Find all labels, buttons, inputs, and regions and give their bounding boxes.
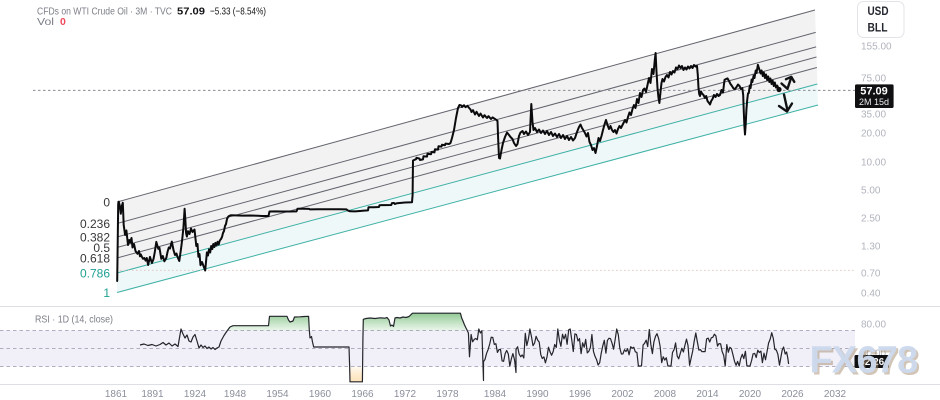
svg-text:32.26: 32.26 xyxy=(859,357,884,368)
svg-text:CFDs on WTI Crude Oil · 3M · T: CFDs on WTI Crude Oil · 3M · TVC xyxy=(37,7,172,18)
svg-text:0.382: 0.382 xyxy=(80,231,110,245)
svg-text:57.09: 57.09 xyxy=(177,6,205,18)
svg-text:10.00: 10.00 xyxy=(861,158,886,169)
svg-text:2020: 2020 xyxy=(739,389,762,400)
svg-text:BLL: BLL xyxy=(868,21,888,35)
svg-text:40.00: 40.00 xyxy=(861,349,886,360)
svg-text:1990: 1990 xyxy=(526,389,549,400)
svg-text:0.236: 0.236 xyxy=(80,217,110,231)
svg-text:155.00: 155.00 xyxy=(861,42,892,53)
svg-text:1960: 1960 xyxy=(309,389,332,400)
svg-text:0: 0 xyxy=(60,16,66,28)
svg-text:1978: 1978 xyxy=(436,389,459,400)
svg-text:0.40: 0.40 xyxy=(861,289,881,300)
svg-text:2M 15d: 2M 15d xyxy=(859,97,889,107)
svg-text:FX678: FX678 xyxy=(810,340,918,382)
svg-text:2032: 2032 xyxy=(824,389,847,400)
svg-text:35.00: 35.00 xyxy=(861,110,886,121)
svg-text:−5.33 (−8.54%): −5.33 (−8.54%) xyxy=(210,6,266,18)
svg-text:1891: 1891 xyxy=(141,389,164,400)
svg-text:1.30: 1.30 xyxy=(861,242,881,253)
svg-text:1966: 1966 xyxy=(351,389,374,400)
svg-text:1861: 1861 xyxy=(105,389,128,400)
svg-text:USD: USD xyxy=(868,4,889,18)
svg-text:2.50: 2.50 xyxy=(861,214,881,225)
svg-text:20.00: 20.00 xyxy=(861,129,886,140)
svg-text:1924: 1924 xyxy=(184,389,207,400)
svg-text:Vol: Vol xyxy=(37,17,54,28)
svg-text:75.00: 75.00 xyxy=(861,74,886,85)
svg-text:1972: 1972 xyxy=(394,389,417,400)
svg-text:2026: 2026 xyxy=(781,389,804,400)
svg-text:5.00: 5.00 xyxy=(861,186,881,197)
svg-text:0.786: 0.786 xyxy=(80,267,110,281)
svg-text:2002: 2002 xyxy=(611,389,634,400)
svg-text:0.618: 0.618 xyxy=(80,252,110,266)
svg-text:2008: 2008 xyxy=(654,389,677,400)
svg-text:57.09: 57.09 xyxy=(860,86,888,98)
svg-text:0.5: 0.5 xyxy=(93,241,110,255)
svg-text:FX678: FX678 xyxy=(812,342,920,384)
svg-text:0.70: 0.70 xyxy=(861,269,881,280)
svg-text:80.00: 80.00 xyxy=(861,320,886,331)
svg-text:1954: 1954 xyxy=(266,389,289,400)
svg-text:1996: 1996 xyxy=(569,389,592,400)
svg-text:1948: 1948 xyxy=(224,389,247,400)
svg-text:1984: 1984 xyxy=(484,389,507,400)
svg-text:RSI · 1D (14, close): RSI · 1D (14, close) xyxy=(35,315,113,326)
svg-text:0: 0 xyxy=(103,196,110,210)
svg-text:2014: 2014 xyxy=(696,389,719,400)
svg-text:1: 1 xyxy=(103,286,110,300)
